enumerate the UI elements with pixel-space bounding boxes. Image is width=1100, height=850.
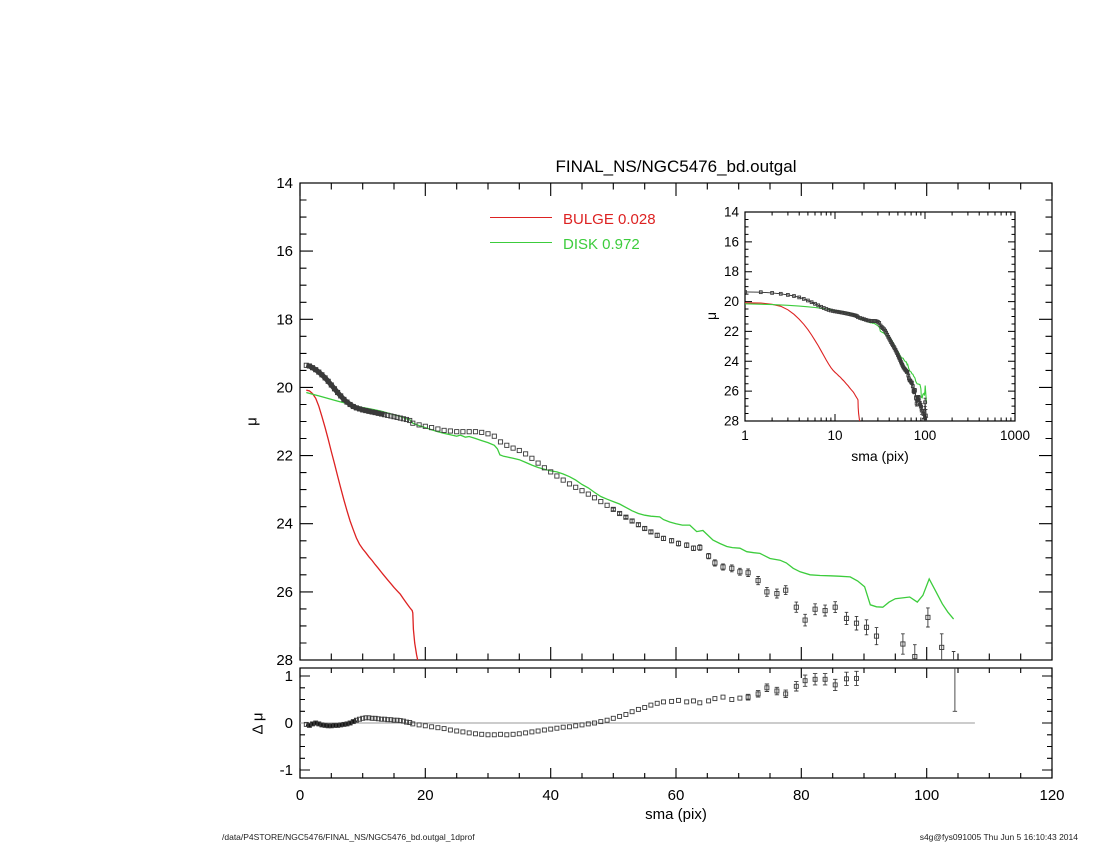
main-y-axis-label: μ — [243, 417, 261, 426]
svg-text:40: 40 — [542, 787, 559, 804]
legend-disk-line — [490, 242, 552, 243]
svg-text:1: 1 — [285, 668, 293, 685]
svg-text:24: 24 — [276, 516, 293, 533]
svg-text:18: 18 — [724, 264, 739, 279]
svg-text:60: 60 — [668, 787, 685, 804]
footer-user-timestamp: s4g@fys091005 Thu Jun 5 16:10:43 2014 — [919, 832, 1078, 842]
svg-text:14: 14 — [724, 205, 740, 220]
svg-text:20: 20 — [724, 294, 739, 309]
x-axis-label: sma (pix) — [645, 806, 707, 823]
footer-file-path: /data/P4STORE/NGC5476/FINAL_NS/NGC5476_b… — [222, 832, 475, 842]
inset-y-axis-label: μ — [703, 311, 719, 321]
svg-text:14: 14 — [276, 175, 293, 192]
svg-text:16: 16 — [724, 234, 739, 249]
svg-text:18: 18 — [276, 311, 293, 328]
svg-text:1000: 1000 — [1000, 428, 1030, 443]
svg-text:20: 20 — [276, 379, 293, 396]
svg-text:1: 1 — [741, 428, 749, 443]
svg-text:28: 28 — [276, 652, 293, 669]
residual-y-axis-label: Δ μ — [249, 712, 267, 735]
svg-text:120: 120 — [1039, 787, 1064, 804]
svg-text:24: 24 — [724, 354, 740, 369]
svg-text:26: 26 — [724, 384, 739, 399]
page-title: FINAL_NS/NGC5476_bd.outgal — [555, 157, 797, 176]
svg-text:100: 100 — [914, 428, 937, 443]
svg-text:16: 16 — [276, 243, 293, 260]
inset-plot-frame — [744, 211, 1016, 422]
svg-text:22: 22 — [724, 324, 739, 339]
svg-text:22: 22 — [276, 448, 293, 465]
main-plot-frame — [299, 182, 1053, 661]
svg-text:20: 20 — [417, 787, 434, 804]
svg-text:28: 28 — [724, 414, 739, 429]
svg-text:80: 80 — [793, 787, 810, 804]
svg-text:10: 10 — [827, 428, 842, 443]
svg-text:-1: -1 — [280, 762, 293, 779]
svg-text:0: 0 — [296, 787, 304, 804]
svg-text:0: 0 — [285, 715, 293, 732]
inset-x-axis-label: sma (pix) — [851, 448, 909, 464]
legend-bulge-line — [490, 217, 552, 218]
svg-text:100: 100 — [914, 787, 939, 804]
legend-bulge-label: BULGE 0.028 — [563, 211, 656, 228]
svg-text:26: 26 — [276, 584, 293, 601]
legend-disk-label: DISK 0.972 — [563, 236, 640, 253]
